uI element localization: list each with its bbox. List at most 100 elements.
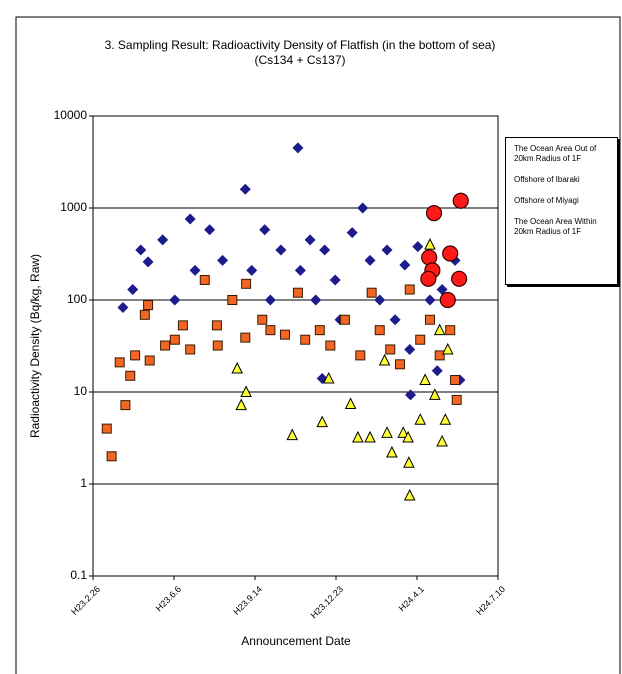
triangle-point: [344, 397, 357, 410]
diamond-point: [184, 213, 196, 225]
triangle-point: [386, 445, 398, 458]
diamond-point: [246, 264, 258, 276]
square-point: [279, 329, 290, 340]
plot-area: [92, 115, 499, 577]
y-tick-label: 0.1: [70, 568, 87, 582]
triangle-point: [436, 434, 448, 447]
diamond-point: [157, 234, 169, 246]
diamond-point: [405, 389, 417, 401]
diamond-point: [436, 284, 448, 296]
y-tick-label: 10: [74, 384, 88, 398]
square-point: [227, 295, 238, 305]
diamond-point: [264, 294, 276, 306]
diamond-point: [412, 241, 424, 253]
triangle-point: [403, 456, 415, 468]
square-point: [241, 278, 252, 289]
diamond-point: [404, 343, 416, 355]
square-point: [434, 350, 445, 361]
chart-subtitle: (Cs134 + Cs137): [254, 53, 345, 67]
legend-entry: Offshore of Ibaraki: [514, 175, 580, 184]
triangle-point: [402, 430, 414, 443]
circle-point: [439, 291, 456, 309]
diamond-point: [294, 264, 306, 276]
square-point: [185, 344, 196, 355]
triangle-point: [286, 428, 299, 441]
diamond-point: [319, 244, 331, 256]
square-point: [139, 309, 150, 320]
diamond-point: [204, 224, 216, 236]
square-point: [424, 314, 435, 325]
triangle-point: [381, 426, 393, 438]
diamond-point: [374, 294, 386, 306]
square-point: [374, 325, 385, 336]
circle-point: [451, 270, 468, 287]
y-axis-label: Radioactivity Density (Bq/kg, Raw): [28, 254, 42, 438]
x-tick-label: H23.6.6: [154, 584, 183, 613]
y-tick-label: 100: [67, 292, 87, 306]
triangle-point: [397, 426, 410, 438]
y-tick-label: 1000: [60, 200, 87, 214]
square-point: [212, 340, 223, 351]
diamond-point: [329, 274, 341, 286]
square-point: [415, 334, 426, 345]
square-point: [211, 320, 222, 331]
square-point: [314, 325, 325, 336]
square-point: [257, 314, 268, 325]
square-point: [265, 325, 276, 336]
square-point: [101, 423, 112, 434]
triangle-point: [414, 413, 427, 425]
diamond-point: [127, 284, 139, 296]
square-point: [325, 340, 336, 351]
x-tick-label: H23.12.23: [309, 584, 345, 620]
x-tick-label: H23.2.26: [69, 584, 102, 617]
diamond-point: [117, 301, 129, 313]
diamond-point: [357, 202, 369, 214]
diamond-point: [310, 294, 322, 306]
square-point: [300, 334, 311, 345]
circle-point: [442, 245, 459, 262]
square-point: [120, 400, 131, 411]
square-point: [385, 344, 396, 355]
triangle-point: [424, 237, 436, 250]
diamond-point: [189, 264, 201, 276]
triangle-point: [322, 371, 335, 384]
y-tick-label: 1: [80, 476, 87, 490]
x-axis-label: Announcement Date: [241, 634, 351, 648]
square-point: [130, 350, 141, 361]
diamond-point: [389, 314, 401, 326]
diamond-point: [239, 183, 251, 195]
triangle-point: [231, 361, 243, 374]
diamond-point: [424, 294, 436, 306]
diamond-point: [135, 244, 147, 256]
diamond-point: [381, 244, 393, 256]
diamond-point: [292, 142, 304, 154]
x-tick-label: H23.9.14: [231, 584, 264, 617]
circle-point: [452, 192, 469, 209]
square-point: [394, 359, 405, 370]
triangle-point: [439, 413, 452, 425]
chart-title: 3. Sampling Result: Radioactivity Densit…: [105, 38, 496, 52]
square-point: [450, 375, 461, 386]
legend-entry: The Ocean Area Out of 20km Radius of 1F: [514, 144, 597, 163]
circle-point: [420, 270, 437, 287]
diamond-point: [217, 254, 229, 266]
square-point: [445, 325, 456, 336]
y-tick-label: 10000: [54, 108, 88, 122]
square-point: [125, 370, 136, 381]
diamond-point: [399, 259, 411, 271]
triangle-point: [364, 430, 376, 443]
triangle-point: [378, 353, 391, 366]
diamond-point: [275, 244, 287, 256]
x-tick-label: H24.4.1: [397, 584, 426, 613]
triangle-point: [235, 398, 248, 411]
triangle-point: [433, 323, 446, 336]
triangle-point: [419, 373, 431, 386]
x-tick-label: H24.7.10: [474, 584, 507, 617]
square-point: [144, 355, 155, 366]
square-point: [451, 394, 462, 405]
diamond-point: [364, 254, 376, 266]
square-point: [114, 357, 125, 368]
triangle-point: [441, 342, 454, 355]
diamond-point: [431, 365, 443, 377]
